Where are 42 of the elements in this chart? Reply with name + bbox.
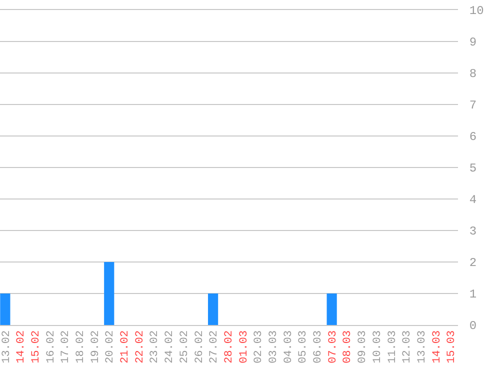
y-tick-label: 4 [469,193,477,208]
x-tick-label: 25.02 [178,330,191,364]
x-tick-label: 24.02 [164,330,176,364]
x-tick-label: 05.03 [298,330,310,364]
x-tick-label: 10.03 [372,330,384,364]
x-tick-label: 11.03 [386,330,399,364]
y-tick-label: 3 [469,224,477,239]
x-tick-label: 13.02 [0,330,13,364]
x-tick-label: 14.02 [16,330,28,364]
x-tick-label: 08.03 [342,330,354,364]
x-tick-label: 20.02 [104,330,117,364]
y-tick-label: 8 [469,67,477,82]
x-tick-label: 01.03 [238,330,250,364]
x-tick-label: 13.03 [416,330,428,364]
x-tick-label: 03.03 [268,330,280,364]
x-tick-label: 12.03 [402,330,414,364]
y-tick-label: 2 [469,256,477,270]
x-tick-label: 19.02 [90,330,102,364]
y-tick-label: 9 [469,36,477,50]
x-tick-label: 15.02 [30,330,42,364]
x-tick-label: 17.02 [60,330,72,364]
y-tick-label: 6 [469,130,477,144]
y-tick-label: 5 [469,162,477,176]
x-tick-label: 21.02 [120,330,132,364]
y-tick-label: 7 [469,98,477,113]
x-tick-label: 15.03 [446,330,458,364]
y-tick-label: 0 [469,319,477,334]
x-tick-label: 07.03 [327,330,340,364]
x-tick-label: 16.02 [45,330,58,364]
y-tick-label: 1 [469,288,477,302]
x-tick-label: 27.02 [208,330,221,364]
x-tick-label: 02.03 [253,330,266,364]
x-tick-label: 18.02 [75,330,88,364]
x-tick-label: 26.02 [194,330,206,364]
x-tick-label: 04.03 [282,330,295,364]
x-tick-label: 14.03 [431,330,444,364]
x-tick-label: 09.03 [357,330,370,364]
x-tick-label: 28.02 [223,330,236,364]
x-tick-label: 22.02 [134,330,146,364]
x-tick-label: 23.02 [149,330,162,364]
y-tick-label: 10 [469,4,484,18]
x-tick-label: 06.03 [312,330,325,364]
